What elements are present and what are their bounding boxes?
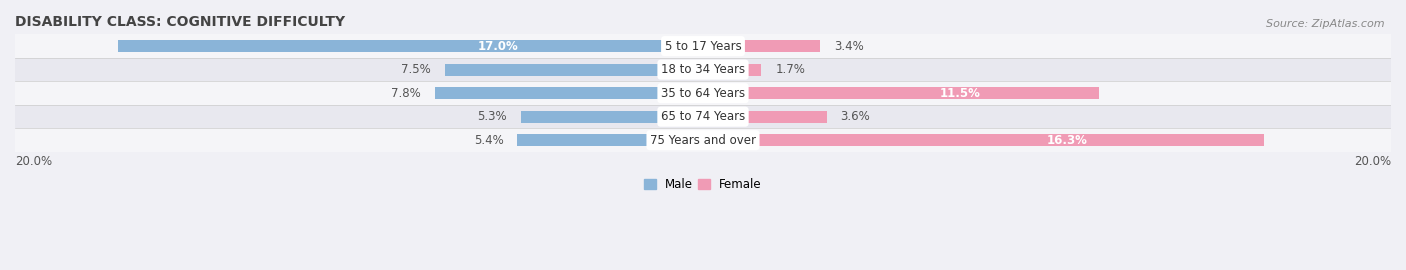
Text: 65 to 74 Years: 65 to 74 Years — [661, 110, 745, 123]
Text: 11.5%: 11.5% — [939, 87, 980, 100]
Text: 7.8%: 7.8% — [391, 87, 420, 100]
Legend: Male, Female: Male, Female — [640, 173, 766, 195]
Bar — [15, 34, 1391, 58]
Bar — [15, 58, 1391, 81]
Text: 1.7%: 1.7% — [775, 63, 806, 76]
Bar — [517, 134, 703, 146]
Bar — [15, 129, 1391, 152]
Bar — [703, 134, 1264, 146]
Bar — [118, 40, 703, 52]
Text: 7.5%: 7.5% — [402, 63, 432, 76]
Text: 18 to 34 Years: 18 to 34 Years — [661, 63, 745, 76]
Bar — [520, 111, 703, 123]
Text: 5.3%: 5.3% — [477, 110, 508, 123]
Bar — [703, 87, 1098, 99]
Text: 16.3%: 16.3% — [1047, 134, 1088, 147]
Bar — [434, 87, 703, 99]
Text: 5 to 17 Years: 5 to 17 Years — [665, 40, 741, 53]
Bar — [15, 81, 1391, 105]
Text: 20.0%: 20.0% — [15, 155, 52, 168]
Text: 3.4%: 3.4% — [834, 40, 863, 53]
Text: 35 to 64 Years: 35 to 64 Years — [661, 87, 745, 100]
Text: 3.6%: 3.6% — [841, 110, 870, 123]
Bar — [703, 111, 827, 123]
Text: 75 Years and over: 75 Years and over — [650, 134, 756, 147]
Text: 17.0%: 17.0% — [478, 40, 519, 53]
Bar — [703, 40, 820, 52]
Text: 20.0%: 20.0% — [1354, 155, 1391, 168]
Bar — [703, 63, 762, 76]
Bar — [15, 105, 1391, 129]
Text: DISABILITY CLASS: COGNITIVE DIFFICULTY: DISABILITY CLASS: COGNITIVE DIFFICULTY — [15, 15, 344, 29]
Text: 5.4%: 5.4% — [474, 134, 503, 147]
Text: Source: ZipAtlas.com: Source: ZipAtlas.com — [1267, 19, 1385, 29]
Bar — [446, 63, 703, 76]
